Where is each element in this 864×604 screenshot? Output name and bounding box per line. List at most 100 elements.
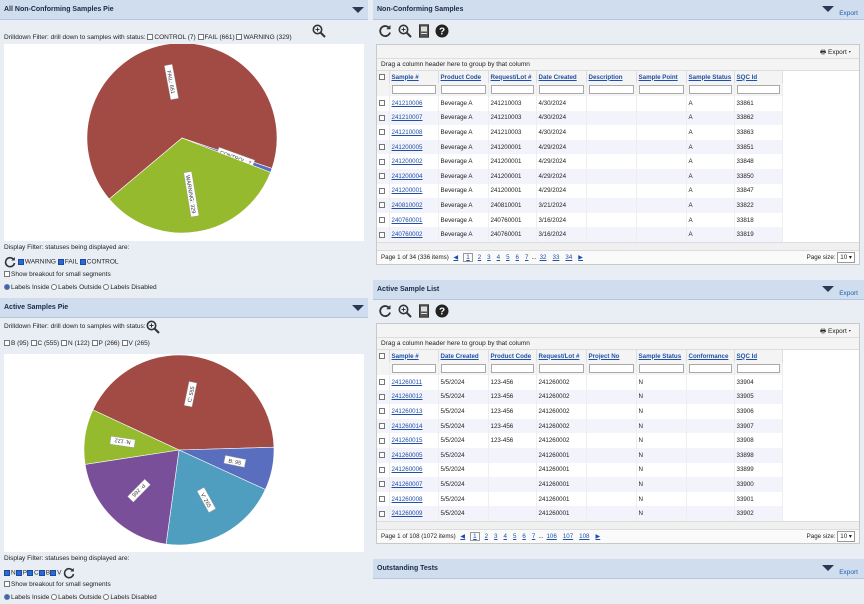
breakout-checkbox[interactable]	[4, 271, 10, 278]
pie-slice[interactable]	[165, 449, 266, 546]
horizontal-scrollbar[interactable]	[377, 520, 859, 529]
zoom-icon[interactable]	[398, 304, 412, 318]
row-checkbox[interactable]	[377, 389, 390, 405]
labels-disabled-radio[interactable]	[103, 594, 110, 601]
collapse-icon[interactable]	[352, 7, 364, 13]
labels-disabled-radio[interactable]	[103, 284, 110, 291]
table-cell[interactable]: 241210007	[389, 110, 439, 126]
display-checkbox[interactable]	[17, 259, 24, 265]
page-link[interactable]: 34	[565, 253, 573, 261]
table-row[interactable]: 241210006 Beverage A 241210003 4/30/2024 A 33…	[377, 96, 783, 111]
collapse-icon[interactable]	[822, 286, 834, 292]
column-filter-input[interactable]	[536, 83, 587, 96]
page-link[interactable]: 1	[463, 252, 473, 262]
help-icon[interactable]: ?	[435, 24, 449, 38]
pie-slice[interactable]	[86, 42, 278, 200]
refresh-icon[interactable]	[378, 304, 392, 318]
row-checkbox[interactable]	[377, 506, 390, 521]
table-cell[interactable]: 241200001	[389, 183, 439, 199]
row-checkbox[interactable]	[377, 418, 390, 434]
table-row[interactable]: 241260007 5/5/2024 241260001 N 33900	[377, 477, 783, 492]
table-row[interactable]: 241260006 5/5/2024 241260001 N 33899	[377, 462, 783, 478]
table-row[interactable]: 241200001 Beverage A 241200001 4/29/2024 A 33…	[377, 183, 783, 199]
table-row[interactable]: 241260005 5/5/2024 241260001 N 33898	[377, 447, 783, 463]
column-filter-input[interactable]	[686, 362, 735, 375]
column-filter-input[interactable]	[488, 362, 537, 375]
page-size-select[interactable]: 10 ▾	[837, 530, 855, 542]
column-header[interactable]: Request/Lot #	[488, 71, 537, 83]
page-link[interactable]: 4	[496, 253, 501, 261]
table-cell[interactable]: 241200005	[389, 139, 439, 155]
column-header[interactable]: Sample Status	[636, 350, 687, 362]
table-row[interactable]: 241260012 5/5/2024 123-456 241260002 N 33905	[377, 389, 783, 405]
pie-slice[interactable]	[83, 409, 181, 465]
page-link[interactable]: 4	[503, 532, 507, 540]
table-row[interactable]: 241210008 Beverage A 241210003 4/30/2024 A 33…	[377, 125, 783, 140]
row-checkbox[interactable]	[377, 375, 390, 390]
zoom-icon[interactable]	[312, 24, 326, 38]
drill-checkbox[interactable]	[4, 340, 10, 347]
column-header[interactable]: Sample #	[389, 71, 439, 83]
display-checkbox[interactable]	[27, 570, 34, 576]
group-panel[interactable]: Drag a column header here to group by th…	[377, 59, 859, 71]
row-checkbox[interactable]	[377, 227, 390, 242]
table-cell[interactable]: 241260007	[389, 477, 439, 492]
table-row[interactable]: 241260011 5/5/2024 123-456 241260002 N 33904	[377, 375, 783, 390]
table-cell[interactable]: 241260009	[389, 506, 439, 521]
column-header[interactable]: Sample Point	[636, 71, 687, 83]
row-checkbox[interactable]	[377, 477, 390, 492]
display-checkbox[interactable]	[15, 570, 22, 576]
collapse-icon[interactable]	[822, 565, 834, 571]
column-header[interactable]: Conformance	[686, 350, 735, 362]
display-checkbox[interactable]	[50, 570, 57, 576]
column-header[interactable]: Sample #	[389, 350, 439, 362]
table-cell[interactable]: 240760002	[389, 227, 439, 242]
page-link[interactable]: 7	[524, 253, 529, 261]
row-checkbox[interactable]	[377, 125, 390, 140]
column-filter-input[interactable]	[438, 362, 489, 375]
page-link[interactable]: 106	[546, 532, 557, 540]
column-filter-input[interactable]	[438, 83, 489, 96]
next-page-button[interactable]: ▶	[578, 253, 584, 261]
nc-pie-chart[interactable]: FAIL: 661CONTROL: 7WARNING: 329	[4, 42, 364, 241]
collapse-icon[interactable]	[352, 305, 364, 311]
column-filter-input[interactable]	[586, 362, 637, 375]
column-header[interactable]: Product Code	[488, 350, 537, 362]
drill-checkbox[interactable]	[61, 340, 68, 347]
display-checkbox[interactable]	[79, 259, 86, 265]
column-header[interactable]: Sample Status	[686, 71, 735, 83]
table-row[interactable]: 241260015 5/5/2024 123-456 241260002 N 33908	[377, 433, 783, 448]
table-cell[interactable]: 241210008	[389, 125, 439, 140]
row-checkbox[interactable]	[377, 139, 390, 155]
zoom-icon[interactable]	[146, 320, 160, 334]
drill-checkbox[interactable]	[121, 340, 128, 347]
select-all-checkbox[interactable]	[377, 71, 390, 83]
column-filter-input[interactable]	[536, 362, 587, 375]
page-link[interactable]: 107	[562, 532, 574, 540]
row-checkbox[interactable]	[377, 96, 390, 111]
document-icon[interactable]	[417, 24, 431, 38]
table-row[interactable]: 241210007 Beverage A 241210003 4/30/2024 A 33…	[377, 110, 783, 126]
row-checkbox[interactable]	[377, 447, 390, 463]
next-page-button[interactable]: ▶	[595, 532, 601, 540]
page-link[interactable]: 3	[487, 253, 491, 261]
page-link[interactable]: 33	[552, 253, 560, 261]
page-link[interactable]: 6	[522, 532, 526, 540]
row-checkbox[interactable]	[377, 491, 390, 507]
zoom-icon[interactable]	[398, 24, 412, 38]
table-row[interactable]: 241200002 Beverage A 241200001 4/29/2024 A 33…	[377, 154, 783, 169]
table-cell[interactable]: 240760001	[389, 212, 439, 228]
column-filter-input[interactable]	[734, 362, 783, 375]
select-all-checkbox[interactable]	[377, 350, 390, 362]
breakout-checkbox[interactable]	[4, 581, 10, 588]
table-cell[interactable]: 240810002	[389, 198, 439, 213]
pie-slice[interactable]	[92, 354, 275, 451]
drill-checkbox[interactable]	[30, 340, 37, 347]
page-link[interactable]: 108	[579, 532, 590, 540]
column-header[interactable]: Date Created	[438, 350, 489, 362]
column-header[interactable]: Project No	[586, 350, 637, 362]
display-checkbox[interactable]	[4, 570, 10, 576]
table-row[interactable]: 240760002 Beverage A 240760001 3/16/2024 A 33…	[377, 227, 783, 242]
column-filter-input[interactable]	[734, 83, 783, 96]
column-filter-input[interactable]	[488, 83, 537, 96]
